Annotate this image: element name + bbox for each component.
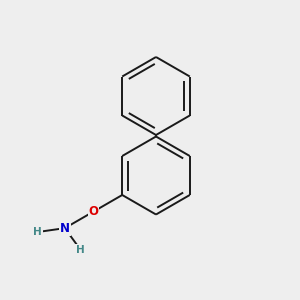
Text: O: O (88, 205, 98, 218)
Text: H: H (76, 244, 85, 255)
Text: H: H (33, 227, 42, 237)
Text: N: N (60, 222, 70, 235)
